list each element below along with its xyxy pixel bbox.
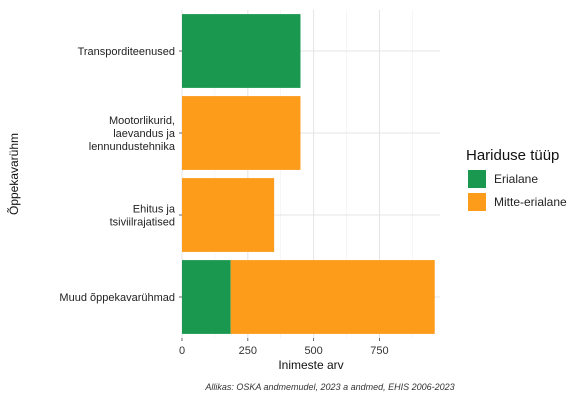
bar-erialane-0 (182, 14, 301, 88)
y-category-label: Transporditeenused (78, 46, 175, 58)
y-category-label: Ehitus ja tsiviilrajatised (110, 204, 176, 229)
x-axis-title: Inimeste arv (278, 358, 343, 372)
y-axis-categories: Transporditeenused Mootorlikurid, laevandu… (59, 46, 182, 304)
legend-key-erialane (468, 170, 486, 188)
y-category-label: Mootorlikurid, laevandus ja lennundustehni… (89, 115, 176, 153)
x-tick-label: 250 (239, 345, 257, 357)
x-tick-label: 750 (370, 345, 388, 357)
y-category-label: Muud õppekavarühmad (59, 292, 175, 304)
x-tick-label: 500 (304, 345, 322, 357)
bar-mitte-erialane-2 (182, 178, 275, 252)
caption: Allikas: OSKA andmemudel, 2023 a andmed,… (204, 382, 454, 392)
legend-title: Hariduse tüüp (466, 147, 559, 164)
bars (182, 14, 435, 334)
legend-key-mitte-erialane (468, 193, 486, 211)
y-axis-title: Õppekavarühm (6, 133, 21, 215)
legend: Hariduse tüüp Erialane Mitte-erialane (466, 147, 567, 211)
bar-erialane-3 (182, 260, 231, 334)
x-tick-label: 0 (179, 345, 185, 357)
legend-label-mitte-erialane: Mitte-erialane (494, 195, 567, 209)
legend-label-erialane: Erialane (494, 172, 538, 186)
bar-mitte-erialane-3 (230, 260, 435, 334)
bar-mitte-erialane-1 (182, 96, 301, 170)
x-axis-ticks: 0 250 500 750 (179, 338, 389, 357)
